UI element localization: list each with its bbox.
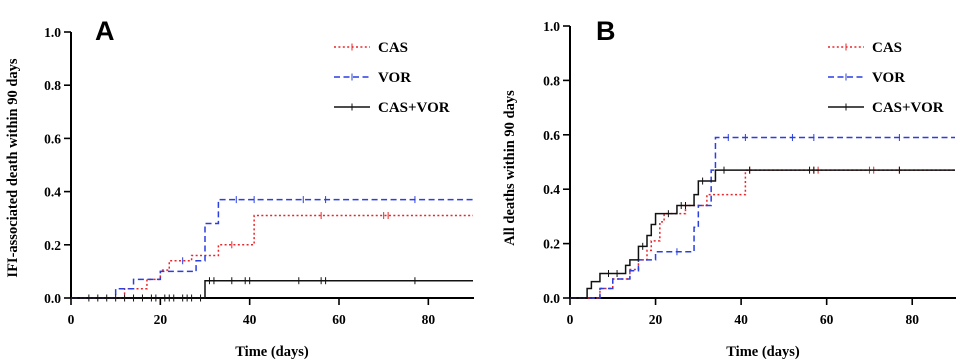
legend-item: VOR [828, 70, 905, 86]
panel-label: A [95, 16, 115, 46]
x-tick-label: 40 [243, 312, 257, 327]
chart-panel-b: 0.0 0.2 0.4 0.6 0.8 1.0 0 20 40 60 80 Time (days) Al… [502, 16, 956, 360]
y-tick-label: 0.6 [543, 128, 560, 143]
survival-curve [570, 169, 955, 299]
y-axis-title: All deaths within 90 days [502, 90, 518, 246]
survival-curve [71, 198, 473, 299]
legend-label: CAS [872, 40, 902, 56]
x-tick-label: 20 [649, 312, 663, 327]
survival-curve [570, 169, 955, 299]
y-tick-label: 1.0 [44, 25, 61, 40]
legend-item: CAS [334, 40, 408, 56]
series-cas-plus-vor [570, 166, 955, 299]
x-tick-label: 60 [332, 312, 346, 327]
y-tick-label: 1.0 [543, 19, 560, 34]
legend-label: VOR [378, 70, 411, 86]
x-tick-label: 80 [905, 312, 919, 327]
y-tick-label: 0.6 [44, 131, 61, 146]
y-tick-label: 0.0 [44, 291, 61, 306]
survival-curve [71, 279, 473, 299]
series-cas [71, 212, 473, 299]
x-tick-label: 80 [422, 312, 436, 327]
x-axis-title: Time (days) [726, 344, 800, 360]
panel-label: B [596, 16, 616, 46]
y-tick-label: 0.8 [543, 73, 560, 88]
y-tick-label: 0.4 [543, 182, 560, 197]
legend-item: CAS+VOR [828, 100, 944, 116]
legend-label: CAS+VOR [872, 100, 944, 116]
x-tick-label: 0 [567, 312, 574, 327]
y-tick-label: 0.2 [44, 238, 61, 253]
x-tick-label: 20 [154, 312, 168, 327]
survival-curve [71, 214, 473, 299]
survival-curve [570, 136, 955, 299]
legend-label: CAS+VOR [378, 100, 450, 116]
series-vor [570, 134, 955, 299]
y-tick-label: 0.8 [44, 78, 61, 93]
series-vor [71, 196, 473, 299]
y-tick-label: 0.2 [543, 237, 560, 252]
x-tick-label: 60 [820, 312, 834, 327]
x-tick-label: 40 [734, 312, 748, 327]
legend-item: CAS+VOR [334, 100, 450, 116]
y-axis-title: IFI-associated death within 90 days [5, 58, 21, 277]
x-axis-title: Time (days) [235, 344, 309, 360]
legend-label: CAS [378, 40, 408, 56]
y-tick-label: 0.4 [44, 185, 61, 200]
y-tick-label: 0.0 [543, 291, 560, 306]
legend-label: VOR [872, 70, 905, 86]
x-tick-label: 0 [68, 312, 75, 327]
legend-item: VOR [334, 70, 411, 86]
legend-item: CAS [828, 40, 902, 56]
series-cas-plus-vor [71, 277, 473, 302]
chart-panel-a: 0.0 0.2 0.4 0.6 0.8 1.0 0 20 40 60 80 Time (days) IF… [5, 16, 474, 360]
